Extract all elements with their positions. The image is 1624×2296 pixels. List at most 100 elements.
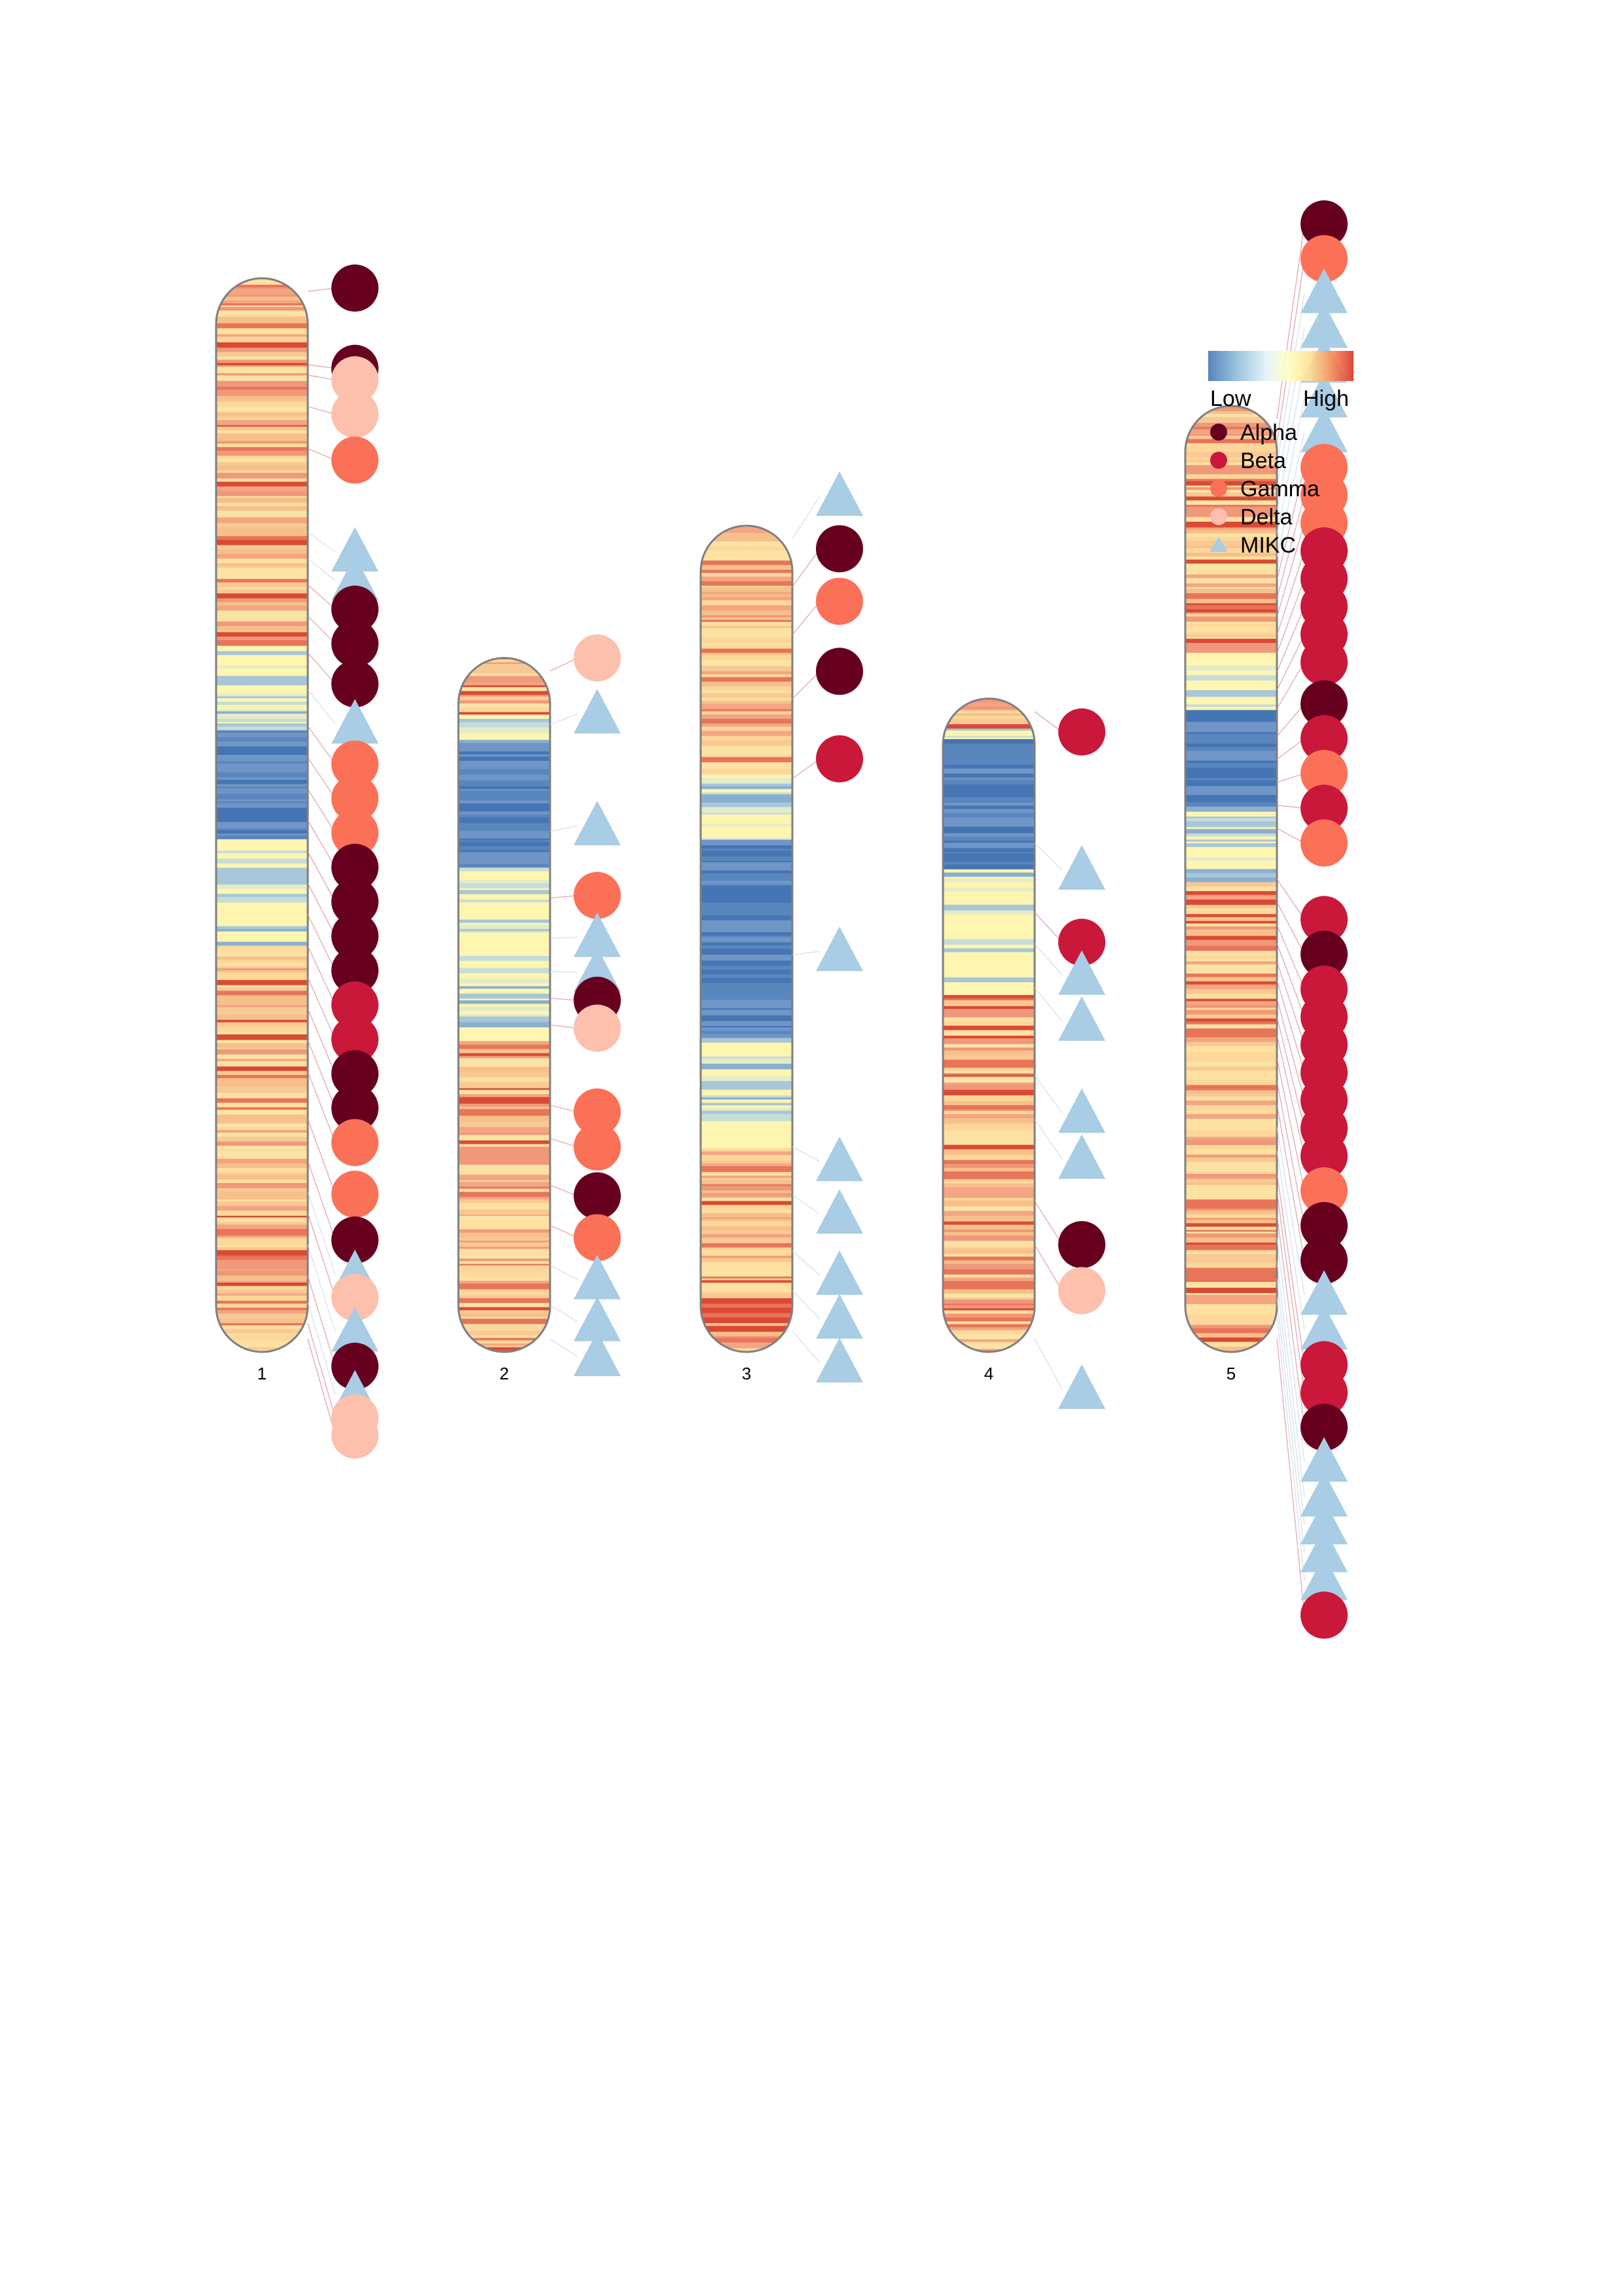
marker-link <box>1276 1297 1305 1553</box>
marker-link <box>307 615 336 644</box>
marker-beta <box>1301 715 1348 763</box>
marker-link <box>549 895 578 899</box>
marker-link <box>307 1008 336 1074</box>
marker-mikc <box>1301 1527 1348 1573</box>
legend-gradient-bar <box>1208 351 1354 381</box>
marker-link <box>1276 979 1305 1073</box>
marker-link <box>549 657 578 672</box>
marker-links <box>307 287 336 1436</box>
marker-mikc <box>1058 845 1105 890</box>
marker-link <box>792 1194 821 1214</box>
legend-item-label: MIKC <box>1240 533 1296 558</box>
marker-mikc <box>574 801 621 846</box>
marker-gamma <box>1301 819 1348 867</box>
marker-alpha <box>331 878 378 926</box>
marker-link <box>1276 1192 1305 1393</box>
chromosome-label: 2 <box>500 1364 509 1383</box>
marker-gamma <box>1301 235 1348 283</box>
marker-beta <box>1301 784 1348 832</box>
marker-link <box>307 945 336 1006</box>
marker-link <box>307 584 336 610</box>
chromosome-density-bands <box>701 526 792 1352</box>
marker-link <box>307 1302 336 1395</box>
marker-mikc <box>1301 1270 1348 1315</box>
marker-mikc <box>1301 1555 1348 1600</box>
marker-mikc <box>1058 950 1105 995</box>
marker-link <box>1034 943 1063 975</box>
marker-link <box>1276 1260 1305 1497</box>
marker-link <box>792 1146 821 1162</box>
marker-link <box>1276 738 1305 760</box>
marker-link <box>1276 805 1305 809</box>
marker-mikc <box>816 1338 863 1383</box>
marker-mikc <box>1301 1499 1348 1544</box>
marker-beta <box>1301 638 1348 686</box>
marker-link <box>549 1104 578 1113</box>
chromosome-1: 1 <box>215 264 378 1459</box>
marker-link <box>307 1071 336 1143</box>
marker-links <box>1034 711 1063 1390</box>
marker-mikc <box>574 912 621 957</box>
chromosome-density-bands <box>458 658 550 1352</box>
marker-beta <box>1058 919 1105 966</box>
marker-link <box>1276 1338 1305 1616</box>
marker-link <box>792 758 821 780</box>
marker-link <box>1276 467 1305 581</box>
legend-item-label: Delta <box>1240 505 1292 530</box>
marker-alpha <box>816 647 863 695</box>
marker-alpha <box>1301 930 1348 978</box>
marker-link <box>1276 773 1305 783</box>
marker-link <box>307 689 336 725</box>
marker-mikc <box>1301 373 1348 418</box>
marker-link <box>1276 223 1305 420</box>
marker-mikc <box>1058 1088 1105 1133</box>
marker-beta <box>816 735 863 783</box>
marker-mikc <box>816 471 863 516</box>
marker-beta <box>1301 896 1348 943</box>
marker-gamma <box>331 1171 378 1218</box>
marker-links <box>792 496 821 1364</box>
marker-link <box>1276 1315 1305 1580</box>
marker-link <box>1276 1279 1305 1525</box>
legend: Low High Alpha Beta Gamma Delta MIKC <box>1208 351 1354 558</box>
legend-circle-icon <box>1210 508 1227 525</box>
legend-low-label: Low <box>1210 386 1251 411</box>
marker-link <box>1276 1104 1305 1261</box>
marker-link <box>1276 1150 1305 1330</box>
marker-link <box>549 1138 578 1148</box>
marker-delta <box>1058 1267 1105 1315</box>
marker-alpha <box>1301 200 1348 247</box>
marker-link <box>1276 943 1305 1017</box>
marker-mikc <box>816 1189 863 1234</box>
marker-mikc <box>1301 268 1348 314</box>
marker-alpha <box>574 1172 621 1220</box>
marker-link <box>307 1040 336 1108</box>
marker-link <box>1276 1214 1305 1428</box>
chromosome-density-bands <box>1185 406 1277 1352</box>
marker-gamma <box>1301 1167 1348 1214</box>
marker-delta <box>331 356 378 404</box>
marker-alpha <box>1301 680 1348 728</box>
chromosome-outline <box>457 657 551 1353</box>
marker-gamma <box>331 809 378 857</box>
legend-circle-icon <box>1210 480 1227 497</box>
legend-item-alpha: Alpha <box>1210 420 1297 445</box>
marker-gamma <box>574 1214 621 1262</box>
marker-link <box>307 652 336 684</box>
legend-item-delta: Delta <box>1210 505 1292 530</box>
marker-link <box>549 1024 578 1029</box>
marker-link <box>307 406 336 415</box>
marker-link <box>307 883 336 937</box>
chromosome-label: 4 <box>984 1364 993 1383</box>
marker-alpha <box>331 1216 378 1264</box>
marker-alpha <box>331 620 378 668</box>
legend-item-label: Alpha <box>1240 420 1297 445</box>
marker-alpha <box>1058 1221 1105 1269</box>
marker-link <box>1276 879 1305 920</box>
chromosome-4: 4 <box>942 697 1105 1409</box>
legend-item-beta: Beta <box>1210 448 1286 473</box>
marker-mikc <box>574 1296 621 1341</box>
marker-link <box>1276 551 1305 636</box>
marker-delta <box>574 634 621 682</box>
